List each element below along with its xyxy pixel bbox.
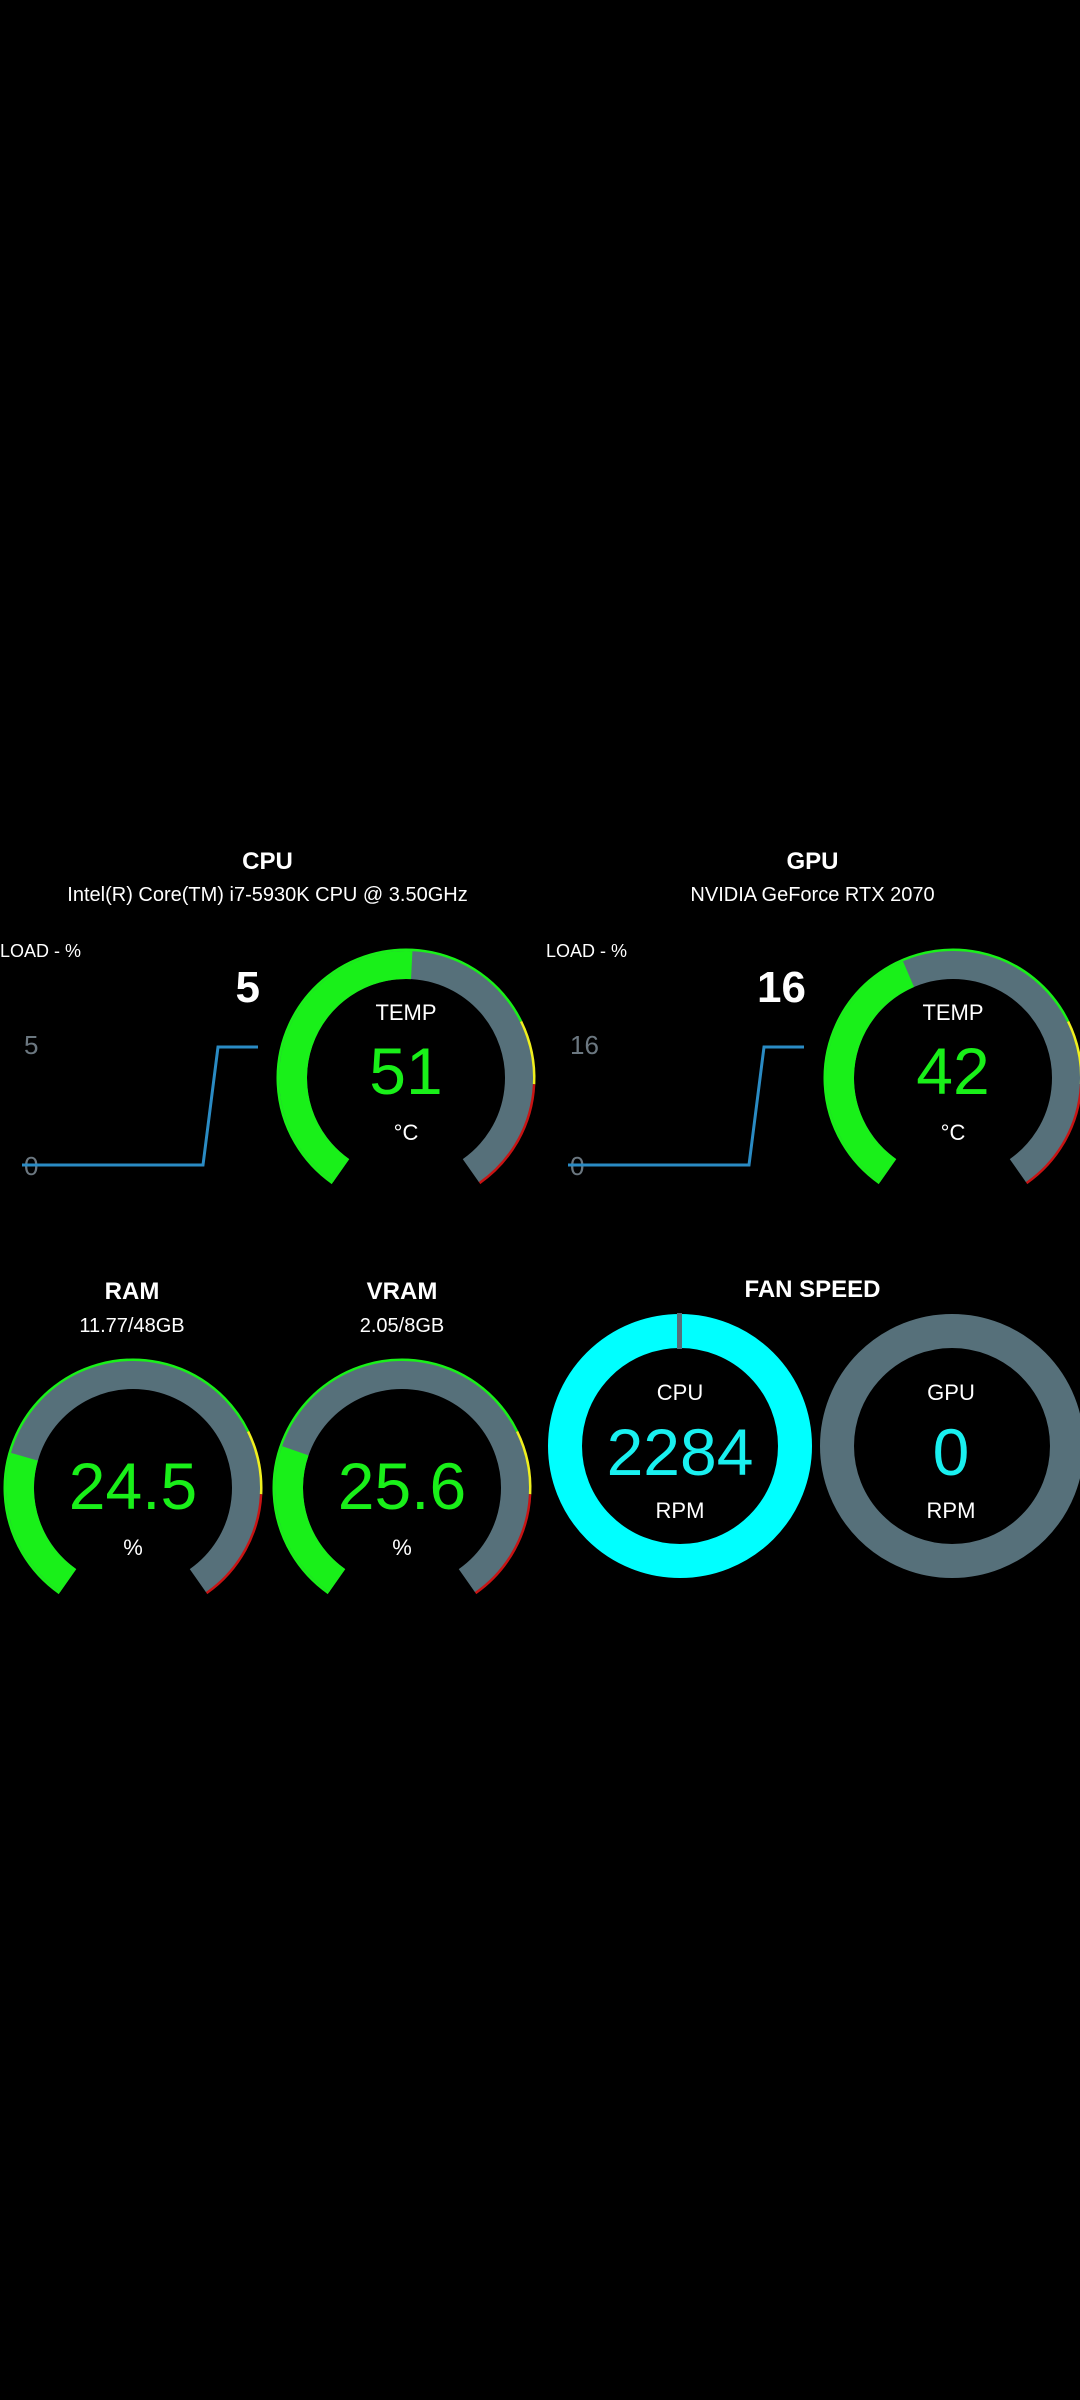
gauge-value-arc	[279, 951, 413, 1183]
gauge-value-arc	[275, 1446, 346, 1593]
cpu-temp-value: 51	[369, 1034, 443, 1108]
gpu-section-title: GPU	[786, 848, 839, 875]
vram-usage-unit: %	[392, 1535, 412, 1560]
ram-usage-value: 24.5	[68, 1449, 198, 1523]
cpu-load-chart	[22, 1045, 258, 1167]
gpu-fan-unit: RPM	[926, 1498, 976, 1523]
gauge-zone-yellow	[515, 1430, 532, 1495]
cpu-fan-value: 2284	[606, 1415, 754, 1489]
gpu-fan-label: GPU	[927, 1380, 975, 1405]
cpu-fan-ring-marker	[677, 1313, 682, 1349]
cpu-temp-gauge	[276, 948, 536, 1185]
gauge-value-arc	[826, 961, 915, 1183]
gauge-zone-red	[478, 1084, 536, 1185]
cpu-load-line	[22, 1045, 258, 1167]
vram-usage-value: 25.6	[337, 1449, 467, 1523]
gauge-zone-red	[1025, 1084, 1080, 1185]
gauge-zone-yellow	[1066, 1020, 1080, 1085]
cpu-load-axis-max: 5	[24, 1030, 39, 1060]
gpu-temp-value: 42	[916, 1034, 990, 1108]
gauge-zone-green	[823, 948, 1070, 1185]
cpu-fan-label: CPU	[656, 1380, 704, 1405]
gpu-temp-gauge	[823, 948, 1080, 1185]
gauge-zone-red	[474, 1494, 532, 1595]
gpu-load-line	[568, 1045, 804, 1167]
gpu-fan-ring-fill	[820, 1314, 1080, 1578]
cpu-model-name: Intel(R) Core(TM) i7-5930K CPU @ 3.50GHz	[67, 884, 468, 906]
fan-speed-title: FAN SPEED	[744, 1276, 881, 1303]
cpu-section-title: CPU	[242, 848, 293, 875]
gauge-zone-yellow	[246, 1430, 263, 1495]
gpu-model-name: NVIDIA GeForce RTX 2070	[690, 884, 935, 906]
gauge-zone-green	[272, 1358, 519, 1595]
gpu-temp-label: TEMP	[922, 1000, 984, 1025]
cpu-temp-unit: °C	[393, 1120, 419, 1145]
ram-usage: 11.77/48GB	[79, 1315, 185, 1337]
gpu-fan-value: 0	[932, 1415, 970, 1489]
cpu-temp-label: TEMP	[375, 1000, 437, 1025]
gpu-load-value: 16	[757, 963, 806, 1012]
cpu-load-value: 5	[235, 963, 260, 1012]
gauge-zone-green	[276, 948, 523, 1185]
gpu-fan-ring	[820, 1314, 1080, 1578]
gauge-zone-green	[3, 1358, 250, 1595]
gauge-zone-red	[205, 1494, 263, 1595]
ram-section-title: RAM	[104, 1278, 160, 1305]
gpu-load-label: LOAD - %	[546, 941, 628, 961]
ram-usage-unit: %	[123, 1535, 143, 1560]
vram-usage-gauge	[272, 1358, 532, 1595]
cpu-fan-unit: RPM	[655, 1498, 705, 1523]
gpu-temp-unit: °C	[940, 1120, 966, 1145]
ram-usage-gauge	[3, 1358, 263, 1595]
gpu-load-chart	[568, 1045, 804, 1167]
gpu-load-axis-max: 16	[570, 1030, 599, 1060]
vram-section-title: VRAM	[366, 1278, 438, 1305]
cpu-fan-ring	[548, 1313, 812, 1578]
gauge-value-arc	[6, 1452, 77, 1593]
cpu-load-label: LOAD - %	[0, 941, 82, 961]
gauge-zone-yellow	[519, 1020, 536, 1085]
vram-usage: 2.05/8GB	[359, 1315, 445, 1337]
